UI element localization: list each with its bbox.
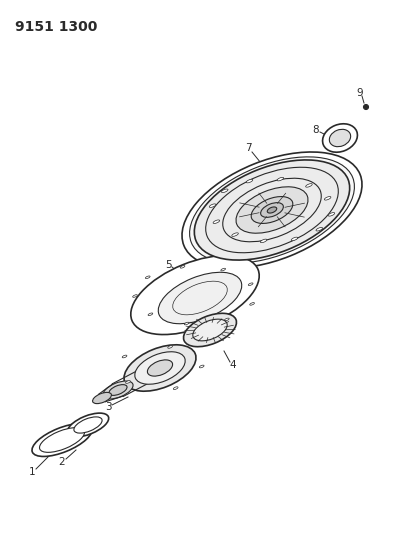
Ellipse shape	[168, 345, 173, 348]
Ellipse shape	[324, 197, 331, 200]
Ellipse shape	[124, 345, 196, 391]
Ellipse shape	[122, 355, 127, 358]
Ellipse shape	[145, 276, 150, 279]
Ellipse shape	[291, 237, 298, 241]
Ellipse shape	[158, 272, 242, 324]
Ellipse shape	[194, 160, 350, 260]
Ellipse shape	[251, 197, 293, 223]
Text: 9: 9	[357, 88, 363, 98]
Ellipse shape	[39, 427, 85, 453]
Ellipse shape	[213, 220, 219, 223]
Ellipse shape	[103, 381, 133, 399]
Ellipse shape	[316, 228, 323, 231]
Ellipse shape	[184, 313, 236, 346]
Ellipse shape	[67, 413, 109, 437]
Ellipse shape	[199, 365, 204, 368]
Text: 7: 7	[245, 143, 251, 153]
Ellipse shape	[329, 130, 351, 147]
Ellipse shape	[222, 189, 228, 192]
Ellipse shape	[133, 295, 137, 297]
Ellipse shape	[209, 204, 216, 207]
Text: 5: 5	[165, 260, 171, 270]
Ellipse shape	[261, 203, 283, 217]
Text: 4: 4	[230, 360, 236, 370]
Text: 8: 8	[313, 125, 319, 135]
Ellipse shape	[232, 233, 238, 236]
Ellipse shape	[148, 313, 153, 316]
Ellipse shape	[189, 157, 354, 263]
Ellipse shape	[248, 283, 253, 286]
Ellipse shape	[182, 152, 362, 268]
Ellipse shape	[236, 187, 308, 233]
Text: 1: 1	[29, 467, 35, 477]
Ellipse shape	[173, 387, 178, 390]
Ellipse shape	[277, 177, 284, 181]
Ellipse shape	[250, 303, 254, 305]
Ellipse shape	[148, 360, 173, 376]
Ellipse shape	[193, 319, 227, 341]
Ellipse shape	[306, 184, 312, 187]
Ellipse shape	[184, 322, 189, 325]
Ellipse shape	[126, 381, 130, 383]
Ellipse shape	[323, 124, 358, 152]
Ellipse shape	[246, 179, 253, 183]
Ellipse shape	[221, 268, 226, 271]
Ellipse shape	[224, 318, 229, 321]
Ellipse shape	[74, 417, 102, 433]
Text: 9151 1300: 9151 1300	[15, 20, 97, 34]
Ellipse shape	[267, 207, 277, 213]
Ellipse shape	[180, 265, 185, 268]
Ellipse shape	[32, 424, 92, 456]
Ellipse shape	[92, 392, 111, 403]
Ellipse shape	[363, 104, 369, 109]
Ellipse shape	[261, 239, 267, 243]
Ellipse shape	[328, 213, 335, 216]
Ellipse shape	[135, 352, 185, 384]
Text: 2: 2	[59, 457, 65, 467]
Ellipse shape	[131, 255, 259, 335]
Ellipse shape	[109, 385, 127, 395]
Text: 3: 3	[105, 402, 111, 412]
Text: 6: 6	[205, 205, 211, 215]
